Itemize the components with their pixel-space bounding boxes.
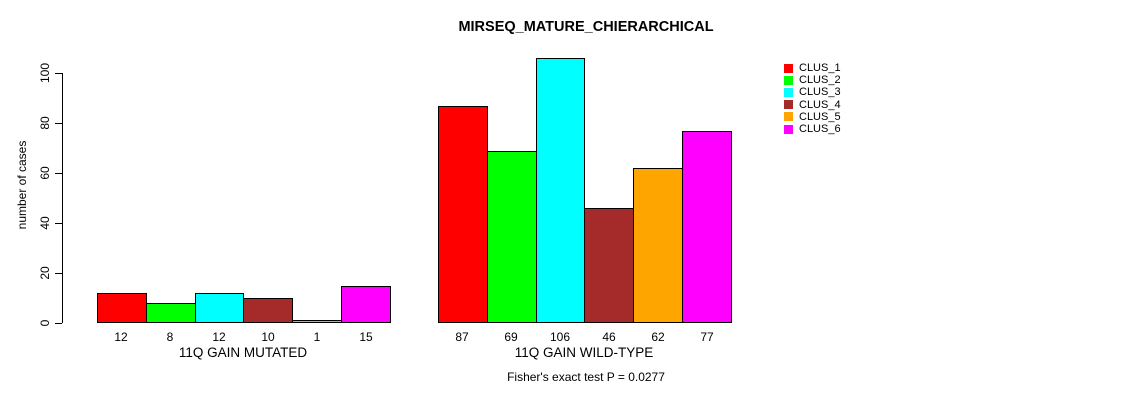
bar-value-label: 12 (114, 330, 128, 344)
y-axis-line (62, 73, 63, 323)
legend-item: CLUS_6 (784, 123, 841, 135)
y-tick (55, 173, 62, 174)
bar-value-label: 46 (602, 330, 616, 344)
bar-clus_4 (243, 298, 293, 323)
chart-title: MIRSEQ_MATURE_CHIERARCHICAL (458, 19, 714, 35)
legend-label: CLUS_4 (799, 98, 841, 111)
group-label: 11Q GAIN WILD-TYPE (514, 345, 654, 360)
bar-value-label: 8 (166, 330, 174, 344)
y-tick-label: 80 (38, 116, 52, 130)
bar-value-label: 1 (313, 330, 321, 344)
legend-swatch (784, 112, 793, 122)
legend-item: CLUS_3 (784, 86, 841, 98)
bar-clus_2 (487, 151, 537, 323)
y-tick-label: 0 (38, 319, 52, 327)
legend-label: CLUS_6 (799, 123, 841, 136)
legend-label: CLUS_5 (799, 110, 841, 123)
group-label: 11Q GAIN MUTATED (178, 345, 308, 360)
legend-swatch (784, 63, 793, 73)
bar-clus_2 (146, 303, 196, 323)
legend-swatch (784, 124, 793, 134)
legend-swatch (784, 75, 793, 85)
bar-value-label: 12 (212, 330, 226, 344)
y-tick-label: 40 (38, 216, 52, 230)
y-tick-label: 20 (38, 266, 52, 280)
bar-clus_3 (536, 58, 585, 323)
legend-label: CLUS_2 (799, 74, 841, 87)
y-tick (55, 323, 62, 324)
legend-item: CLUS_5 (784, 111, 841, 123)
legend-item: CLUS_4 (784, 99, 841, 111)
legend-item: CLUS_2 (784, 74, 841, 86)
legend-label: CLUS_1 (799, 62, 841, 75)
y-tick (55, 273, 62, 274)
y-tick-label: 60 (38, 166, 52, 180)
bar-value-label: 77 (700, 330, 714, 344)
bar-value-label: 10 (261, 330, 275, 344)
y-tick (55, 73, 62, 74)
fisher-test-annotation: Fisher's exact test P = 0.0277 (507, 370, 665, 384)
bar-value-label: 62 (651, 330, 665, 344)
y-tick (55, 223, 62, 224)
bar-value-label: 87 (455, 330, 469, 344)
bar-clus_4 (584, 208, 634, 323)
y-tick (55, 123, 62, 124)
legend-label: CLUS_3 (799, 86, 841, 99)
legend: CLUS_1 CLUS_2 CLUS_3 CLUS_4 CLUS_5 CLUS_6 (784, 62, 841, 135)
bar-clus_5 (633, 168, 683, 323)
bar-value-label: 106 (549, 330, 571, 344)
bar-value-label: 15 (359, 330, 373, 344)
y-tick-label: 100 (38, 62, 52, 84)
bar-clus_5 (292, 320, 342, 323)
legend-item: CLUS_1 (784, 62, 841, 74)
bar-clus_6 (682, 131, 732, 323)
bar-clus_1 (97, 293, 147, 323)
legend-swatch (784, 100, 793, 110)
bar-clus_3 (195, 293, 244, 323)
bar-clus_1 (438, 106, 488, 323)
legend-swatch (784, 87, 793, 97)
bar-value-label: 69 (504, 330, 518, 344)
bar-clus_6 (341, 286, 391, 323)
